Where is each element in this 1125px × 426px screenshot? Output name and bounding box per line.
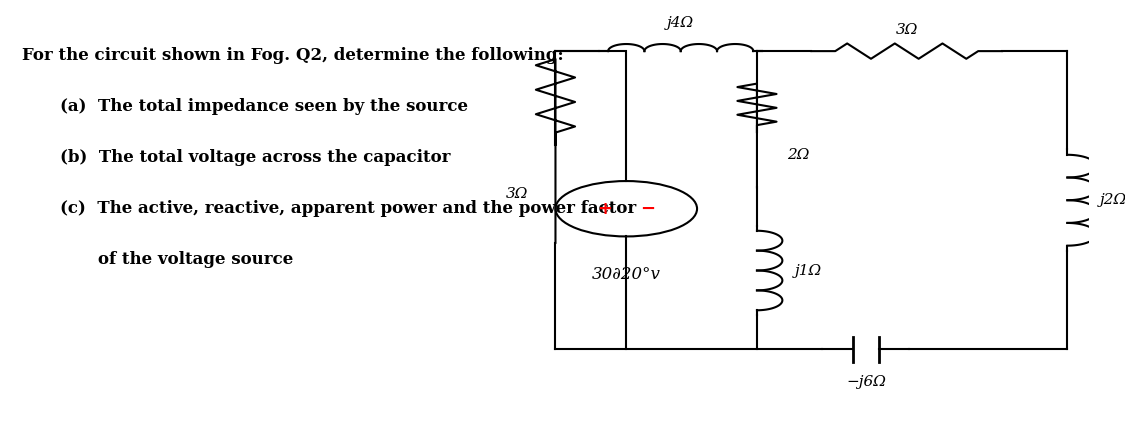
Text: (b)  The total voltage across the capacitor: (b) The total voltage across the capacit…: [60, 149, 450, 166]
Text: of the voltage source: of the voltage source: [98, 251, 294, 268]
Text: (a)  The total impedance seen by the source: (a) The total impedance seen by the sour…: [60, 98, 468, 115]
Text: 2Ω: 2Ω: [788, 149, 810, 162]
Text: −: −: [640, 200, 655, 218]
Text: 3Ω: 3Ω: [896, 23, 918, 37]
Text: j2Ω: j2Ω: [1100, 193, 1125, 207]
Text: j1Ω: j1Ω: [795, 264, 822, 277]
Text: (c)  The active, reactive, apparent power and the power factor: (c) The active, reactive, apparent power…: [60, 200, 636, 217]
Text: j4Ω: j4Ω: [667, 16, 694, 30]
Text: 30∂20°v: 30∂20°v: [592, 266, 660, 283]
Text: +: +: [597, 200, 612, 218]
Text: −j6Ω: −j6Ω: [846, 375, 885, 389]
Text: For the circuit shown in Fog. Q2, determine the following:: For the circuit shown in Fog. Q2, determ…: [21, 47, 564, 64]
Text: 3Ω: 3Ω: [506, 187, 529, 201]
